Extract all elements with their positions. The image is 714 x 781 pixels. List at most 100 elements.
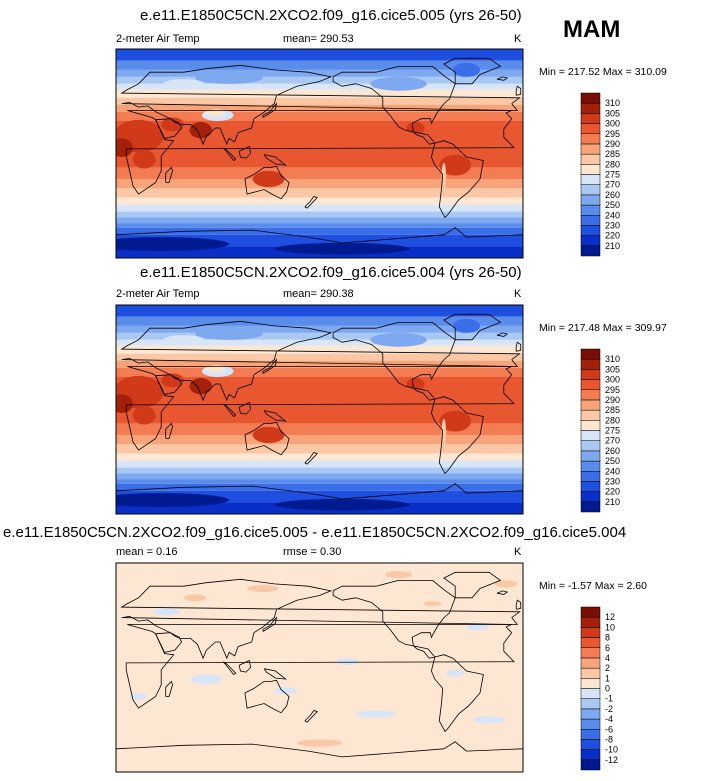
temperature-band xyxy=(116,490,523,503)
temperature-band xyxy=(116,197,523,205)
difference-region xyxy=(385,571,413,579)
temperature-band xyxy=(116,423,523,436)
panel-1-variable-label: 2-meter Air Temp xyxy=(116,33,200,45)
colorbar-swatch xyxy=(580,389,601,401)
difference-region xyxy=(336,658,360,666)
colorbar-swatch xyxy=(580,235,601,247)
coastline xyxy=(165,422,173,439)
temperature-band xyxy=(116,453,523,461)
map-border xyxy=(115,304,524,515)
coastline xyxy=(263,154,287,166)
colorbar-swatch xyxy=(580,606,601,618)
colorbar-swatch xyxy=(580,739,601,750)
colorbar-tick-label: 4 xyxy=(605,653,610,663)
colorbar-swatch xyxy=(580,647,601,659)
coastline xyxy=(262,102,278,118)
temperature-anomaly-region xyxy=(439,410,471,432)
colorbar-swatch xyxy=(580,379,601,390)
colorbar-swatch xyxy=(580,194,601,206)
coastline xyxy=(515,341,522,352)
temperature-anomaly-region xyxy=(439,154,471,176)
coastline xyxy=(244,679,290,714)
colorbar-tick-label: 220 xyxy=(605,231,620,241)
difference-region xyxy=(274,687,297,695)
colorbar-tick-label: 260 xyxy=(605,190,620,200)
coastline xyxy=(263,410,287,422)
temperature-band xyxy=(116,97,523,105)
colorbar-swatch xyxy=(580,133,601,145)
temperature-anomaly-region xyxy=(132,150,156,169)
difference-region xyxy=(466,623,490,631)
coastline xyxy=(238,401,251,415)
colorbar-swatch xyxy=(580,143,601,155)
colorbar-swatch xyxy=(580,718,601,730)
colorbar-swatch xyxy=(580,440,601,452)
temperature-anomaly-region xyxy=(252,170,285,188)
coastline xyxy=(244,165,290,200)
colorbar-tick-label: -4 xyxy=(605,714,613,724)
colorbar-swatch xyxy=(580,749,601,761)
temperature-anomaly-region xyxy=(406,122,425,134)
colorbar-swatch xyxy=(580,657,601,669)
temperature-anomaly-region xyxy=(452,318,481,333)
coastline xyxy=(515,599,522,610)
colorbar-tick-label: 2 xyxy=(605,663,610,673)
colorbar-tick-label: 210 xyxy=(605,241,620,251)
temperature-band xyxy=(116,325,523,333)
colorbar-tick-label: 300 xyxy=(605,119,620,129)
coastline xyxy=(223,147,237,162)
temperature-band xyxy=(116,234,523,247)
panel-2-variable-label: 2-meter Air Temp xyxy=(116,288,200,300)
coastline xyxy=(165,680,173,697)
colorbar-tick-label: 8 xyxy=(605,633,610,643)
temperature-band xyxy=(116,332,523,340)
colorbar-tick-label: 1 xyxy=(605,673,610,683)
coastline xyxy=(430,654,484,733)
temperature-anomaly-region xyxy=(163,335,205,345)
colorbar-swatch xyxy=(580,688,601,699)
temperature-band xyxy=(116,473,523,480)
coastline xyxy=(155,374,183,395)
colorbar-tick-label: 210 xyxy=(605,497,620,507)
difference-region xyxy=(190,674,223,684)
temperature-anomaly-region xyxy=(116,237,230,252)
colorbar-swatch xyxy=(580,164,601,175)
colorbar-tick-label: 275 xyxy=(605,426,620,436)
temperature-band xyxy=(116,339,523,346)
colorbar-swatch xyxy=(580,637,601,648)
temperature-band xyxy=(116,353,523,361)
temperature-anomaly-region xyxy=(116,493,230,508)
panel-1-mean-label: mean= 290.53 xyxy=(283,33,354,45)
colorbar-swatch xyxy=(580,245,601,257)
temperature-anomaly-region xyxy=(406,378,425,390)
season-label: MAM xyxy=(563,16,621,43)
difference-region xyxy=(183,594,207,602)
colorbar-tick-label: 270 xyxy=(605,180,620,190)
temperature-anomaly-region xyxy=(161,373,184,388)
colorbar-2: 2102202302402502602702752802852902953003… xyxy=(580,348,620,513)
map-panel-2 xyxy=(116,305,523,514)
temperature-band xyxy=(116,435,523,445)
colorbar-swatch xyxy=(580,616,601,628)
colorbar-tick-label: 275 xyxy=(605,170,620,180)
temperature-band xyxy=(116,305,523,317)
temperature-anomaly-region xyxy=(195,328,263,340)
coastline xyxy=(155,118,183,139)
temperature-band xyxy=(116,211,523,218)
colorbar-tick-label: 250 xyxy=(605,200,620,210)
colorbar-swatch xyxy=(580,450,601,462)
panel-1-units-label: K xyxy=(514,33,522,45)
temperature-anomaly-region xyxy=(252,426,285,444)
difference-region xyxy=(494,580,518,588)
temperature-band xyxy=(116,367,523,377)
colorbar-tick-label: 295 xyxy=(605,129,620,139)
temperature-anomaly-region xyxy=(206,109,225,117)
colorbar-swatch xyxy=(580,184,601,196)
coastline xyxy=(116,227,523,244)
temperature-anomaly-region xyxy=(370,76,427,91)
colorbar-swatch xyxy=(580,708,601,720)
temperature-band xyxy=(116,444,523,454)
coastline xyxy=(155,632,183,653)
temperature-anomaly-region xyxy=(132,406,156,425)
